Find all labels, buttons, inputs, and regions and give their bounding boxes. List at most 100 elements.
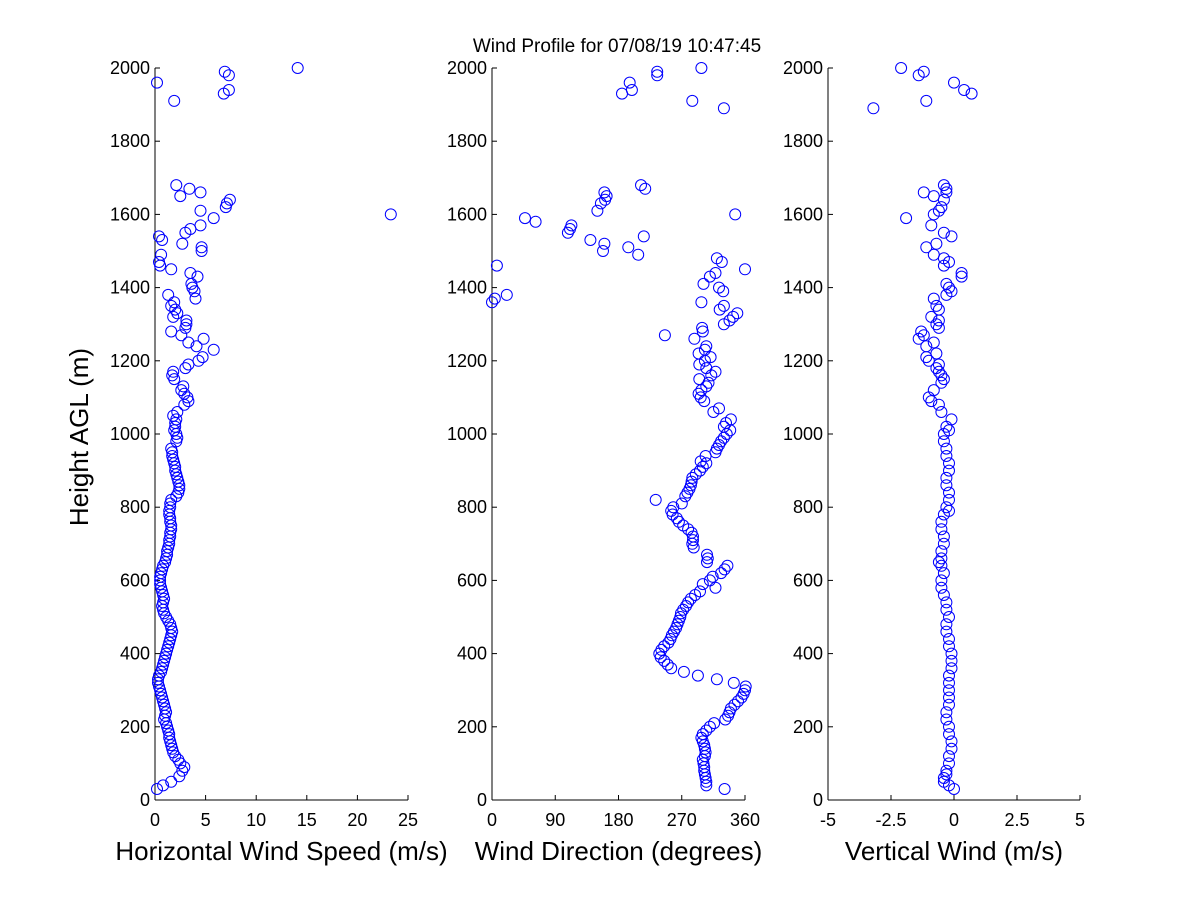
data-point <box>153 256 165 268</box>
data-point <box>166 450 179 462</box>
data-point <box>490 259 503 272</box>
data-point <box>162 640 175 653</box>
data-point <box>672 515 685 528</box>
data-point <box>700 724 713 737</box>
data-point <box>713 402 725 415</box>
data-point <box>584 234 597 246</box>
x-tick-label: 5 <box>201 810 211 830</box>
x-axis-label: Horizontal Wind Speed (m/s) <box>115 836 447 866</box>
data-point <box>167 409 180 422</box>
data-point <box>591 204 604 217</box>
data-point <box>943 486 955 499</box>
data-point <box>935 552 948 565</box>
data-point <box>167 365 180 378</box>
data-point <box>695 296 708 309</box>
data-point <box>160 647 173 660</box>
data-point <box>697 277 710 290</box>
x-tick-label: 0 <box>150 810 160 830</box>
data-point <box>917 329 930 342</box>
data-point <box>177 380 190 393</box>
data-point <box>932 303 945 316</box>
data-point <box>900 212 913 225</box>
data-point <box>186 281 199 294</box>
data-point <box>166 625 179 638</box>
data-point <box>930 237 943 250</box>
data-point <box>731 307 744 320</box>
data-point <box>682 596 695 609</box>
data-point <box>692 347 705 360</box>
data-point <box>668 625 680 638</box>
data-point <box>920 351 933 364</box>
y-tick-label: 1800 <box>110 131 150 151</box>
data-point <box>171 431 184 444</box>
y-tick-label: 2000 <box>110 58 150 78</box>
data-point <box>724 702 737 715</box>
data-point <box>940 182 953 195</box>
data-point <box>945 647 958 660</box>
data-point <box>727 676 740 689</box>
data-point <box>927 292 940 305</box>
data-point <box>943 676 955 689</box>
data-point <box>156 234 169 246</box>
data-point <box>943 698 955 711</box>
data-point <box>662 636 675 649</box>
data-point <box>940 501 953 514</box>
data-point <box>162 288 175 301</box>
data-point <box>688 332 701 345</box>
x-tick-label: 360 <box>730 810 760 830</box>
y-tick-label: 200 <box>793 717 823 737</box>
data-point <box>685 475 698 488</box>
data-point <box>152 676 164 689</box>
data-point <box>695 384 708 397</box>
y-tick-label: 1200 <box>447 351 487 371</box>
data-point <box>207 212 220 225</box>
data-point <box>158 592 171 605</box>
data-point <box>937 193 950 206</box>
data-point <box>943 750 955 763</box>
data-point <box>658 329 671 342</box>
data-point <box>925 395 938 408</box>
data-point <box>917 65 930 78</box>
data-point <box>932 556 945 569</box>
data-point <box>937 537 950 550</box>
data-point <box>935 545 948 558</box>
data-point <box>696 578 709 591</box>
data-point <box>943 633 955 645</box>
data-points <box>486 62 752 795</box>
data-point <box>154 259 167 272</box>
data-point <box>943 457 955 470</box>
y-tick-label: 0 <box>813 790 823 810</box>
panel-1: 0 200 400 600 800 1000 1200 1400 1600 1800 2000 0 5 1… <box>110 58 448 866</box>
data-point <box>718 563 731 576</box>
data-point <box>719 713 732 726</box>
data-point <box>182 336 195 349</box>
data-point <box>165 263 178 276</box>
data-point <box>721 559 734 572</box>
data-point <box>940 479 953 492</box>
data-point <box>940 618 953 631</box>
data-point <box>196 351 209 364</box>
data-point <box>165 299 178 312</box>
data-point <box>171 307 184 320</box>
data-point <box>729 208 742 221</box>
y-tick-label: 400 <box>793 644 823 664</box>
data-point <box>867 102 880 115</box>
data-point <box>651 69 664 82</box>
data-point <box>935 523 948 536</box>
data-point <box>158 654 171 667</box>
y-tick-label: 1800 <box>447 131 487 151</box>
x-tick-label: -5 <box>820 810 836 830</box>
data-point <box>176 237 189 250</box>
data-point <box>183 182 196 195</box>
data-point <box>935 515 948 528</box>
data-point <box>165 775 178 788</box>
data-point <box>728 698 741 711</box>
data-point <box>932 365 945 378</box>
data-point <box>529 215 542 228</box>
data-point <box>661 658 674 671</box>
data-point <box>172 486 185 499</box>
data-point <box>945 742 958 755</box>
data-point <box>689 468 702 481</box>
